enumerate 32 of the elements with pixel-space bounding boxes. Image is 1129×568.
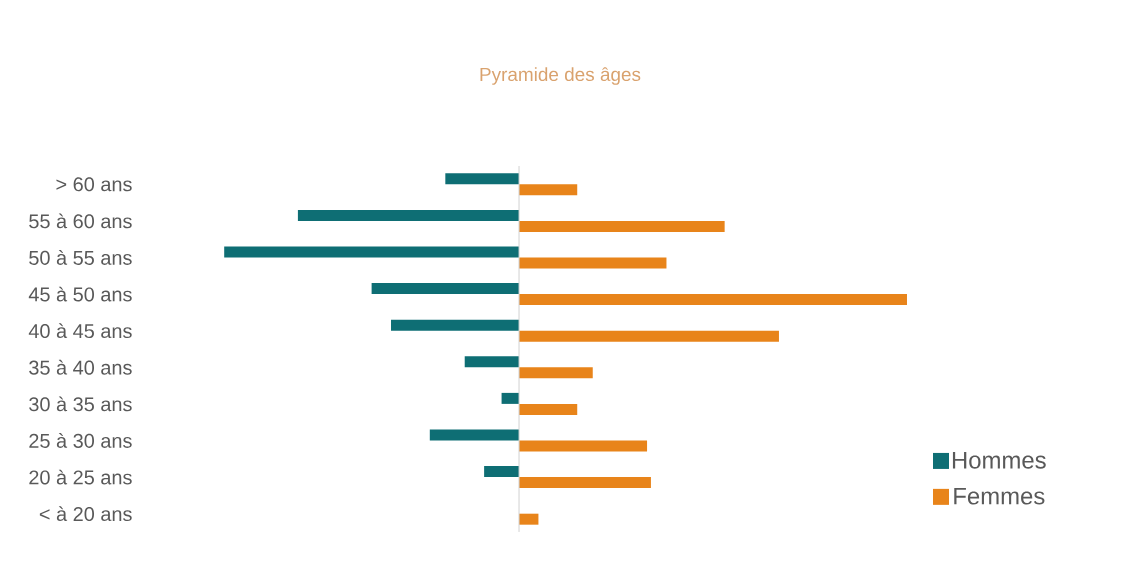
bar: [519, 330, 779, 342]
bar: [391, 319, 520, 331]
bar: [519, 403, 578, 415]
y-tick-label: 50 à 55 ans: [29, 250, 132, 265]
bar: [445, 173, 520, 185]
bar: [519, 367, 593, 379]
bar: [519, 294, 907, 306]
bar: [464, 356, 520, 368]
y-tick-label: 35 à 40 ans: [29, 359, 132, 375]
y-tick-label: 30 à 35 ans: [29, 396, 132, 412]
bar: [484, 466, 520, 478]
legend-label: Femmes: [954, 487, 1045, 505]
bar: [297, 209, 520, 221]
bar: [429, 429, 520, 441]
y-tick-label: 40 à 45 ans: [28, 323, 132, 339]
bar: [519, 184, 578, 196]
bar: [519, 440, 648, 452]
bar: [519, 477, 651, 489]
y-tick-label: > 60 ans: [56, 177, 132, 192]
y-tick-label: 25 à 30 ans: [29, 433, 132, 448]
bar: [519, 513, 539, 525]
bar: [501, 392, 520, 404]
y-tick-label: 55 à 60 ans: [29, 213, 132, 229]
bar: [519, 257, 667, 269]
bar: [224, 246, 520, 258]
y-tick-label: 45 à 50 ans: [28, 286, 132, 302]
y-tick-label: < à 20 ans: [39, 506, 132, 522]
y-tick-label: 20 à 25 ans: [29, 469, 132, 485]
legend-label: Hommes: [952, 451, 1046, 469]
bar: [371, 283, 520, 295]
chart-title: Pyramide des âges: [480, 67, 641, 85]
bar: [519, 220, 725, 232]
